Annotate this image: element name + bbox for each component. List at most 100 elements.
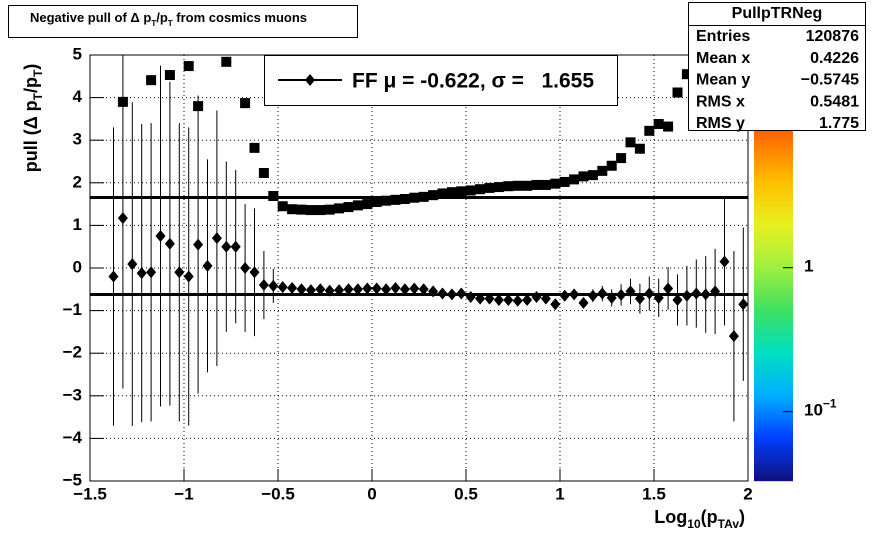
chart-title-sub: T — [168, 19, 173, 28]
square-marker — [616, 153, 627, 164]
y-tick-label: −5 — [63, 470, 82, 489]
colorbar-cell — [754, 213, 793, 216]
diamond-marker — [296, 283, 307, 296]
chart-title: Negative pull of Δ pT/pT from cosmics mu… — [30, 10, 307, 27]
colorbar-cell — [754, 199, 793, 202]
diamond-marker — [540, 292, 551, 305]
diamond-marker — [362, 282, 373, 295]
x-tick-label: −0.5 — [261, 484, 295, 503]
diamond-marker — [155, 230, 166, 243]
colorbar-cell — [754, 425, 793, 428]
y-tick-label: −2 — [63, 343, 82, 362]
diamond-marker — [691, 287, 702, 300]
colorbar-cell — [754, 225, 793, 228]
y-tick-label: 3 — [73, 130, 82, 149]
square-marker — [371, 196, 382, 207]
legend-label: FF μ = -0.622, σ = 1.655 — [352, 70, 594, 93]
colorbar-cell — [754, 357, 793, 360]
y-tick-label: 5 — [73, 44, 82, 63]
colorbar-cell — [754, 299, 793, 302]
y-axis-label: pull (Δ pT/pT) — [21, 64, 45, 173]
colorbar-cell — [754, 371, 793, 374]
colorbar-cell — [754, 457, 793, 460]
stats-key: Entries — [696, 28, 750, 45]
colorbar-cell — [754, 409, 793, 412]
colorbar-cell — [754, 131, 793, 134]
colorbar-cell — [754, 189, 793, 192]
diamond-marker — [211, 232, 222, 245]
diamond-marker — [616, 288, 627, 301]
y-tick-label: 4 — [73, 87, 83, 106]
colorbar-cell — [754, 233, 793, 236]
colorbar-cell — [754, 401, 793, 404]
diamond-marker — [663, 282, 674, 295]
colorbar-cell — [754, 473, 793, 476]
y-tick-label: 0 — [73, 257, 82, 276]
colorbar-cell — [754, 195, 793, 198]
colorbar-cell — [754, 309, 793, 312]
diamond-marker — [559, 289, 570, 302]
x-tick-label: −1.5 — [73, 484, 107, 503]
colorbar-cell — [754, 285, 793, 288]
diamond-marker — [531, 290, 542, 303]
colorbar-cell — [754, 275, 793, 278]
diamond-marker — [268, 279, 279, 292]
colorbar-cell — [754, 349, 793, 352]
square-marker — [268, 191, 279, 202]
square-marker — [240, 98, 251, 109]
square-marker — [484, 182, 495, 193]
x-tick-label: 0.5 — [454, 484, 478, 503]
colorbar-cell — [754, 447, 793, 450]
colorbar-cell — [754, 459, 793, 462]
chart-title-part: from cosmics muons — [173, 10, 307, 25]
square-marker — [569, 174, 580, 185]
colorbar-cell — [754, 317, 793, 320]
diamond-marker — [202, 259, 213, 272]
x-tick-label: 2 — [743, 484, 752, 503]
square-marker — [428, 190, 439, 201]
colorbar-cell — [754, 385, 793, 388]
diamond-marker — [174, 266, 185, 279]
colorbar-cell — [754, 477, 793, 480]
colorbar-cell — [754, 231, 793, 234]
colorbar-cell — [754, 207, 793, 210]
chart-title-part: Negative pull of Δ p — [30, 10, 151, 25]
diamond-marker — [569, 288, 580, 301]
diamond-marker — [305, 284, 316, 297]
diamond-marker — [324, 284, 335, 297]
x-axis-label-part: Log — [654, 507, 687, 527]
diamond-marker — [343, 283, 354, 296]
colorbar-cell — [754, 137, 793, 140]
colorbar-cell — [754, 445, 793, 448]
colorbar-cell — [754, 469, 793, 472]
colorbar-cell — [754, 175, 793, 178]
colorbar-cell — [754, 329, 793, 332]
colorbar-cell — [754, 331, 793, 334]
colorbar-cell — [754, 253, 793, 256]
colorbar-cell — [754, 273, 793, 276]
diamond-marker — [503, 293, 514, 306]
colorbar-cell — [754, 465, 793, 468]
square-marker — [381, 195, 392, 206]
square-marker — [456, 186, 467, 197]
z-tick-text: 10 — [804, 401, 823, 420]
square-marker — [663, 121, 674, 132]
colorbar-cell — [754, 159, 793, 162]
square-marker — [446, 187, 457, 198]
colorbar-cell — [754, 315, 793, 318]
colorbar-cell — [754, 165, 793, 168]
colorbar-cell — [754, 327, 793, 330]
square-marker — [146, 75, 157, 86]
chart-title-sub: T — [151, 19, 156, 28]
colorbar-cell — [754, 361, 793, 364]
colorbar-cell — [754, 363, 793, 366]
colorbar-cell — [754, 243, 793, 246]
diamond-marker — [277, 281, 288, 294]
square-marker — [681, 69, 692, 80]
colorbar-cell — [754, 217, 793, 220]
colorbar-cell — [754, 229, 793, 232]
colorbar-cell — [754, 155, 793, 158]
z-tick-exponent: −1 — [823, 397, 837, 411]
diamond-marker — [390, 282, 401, 295]
